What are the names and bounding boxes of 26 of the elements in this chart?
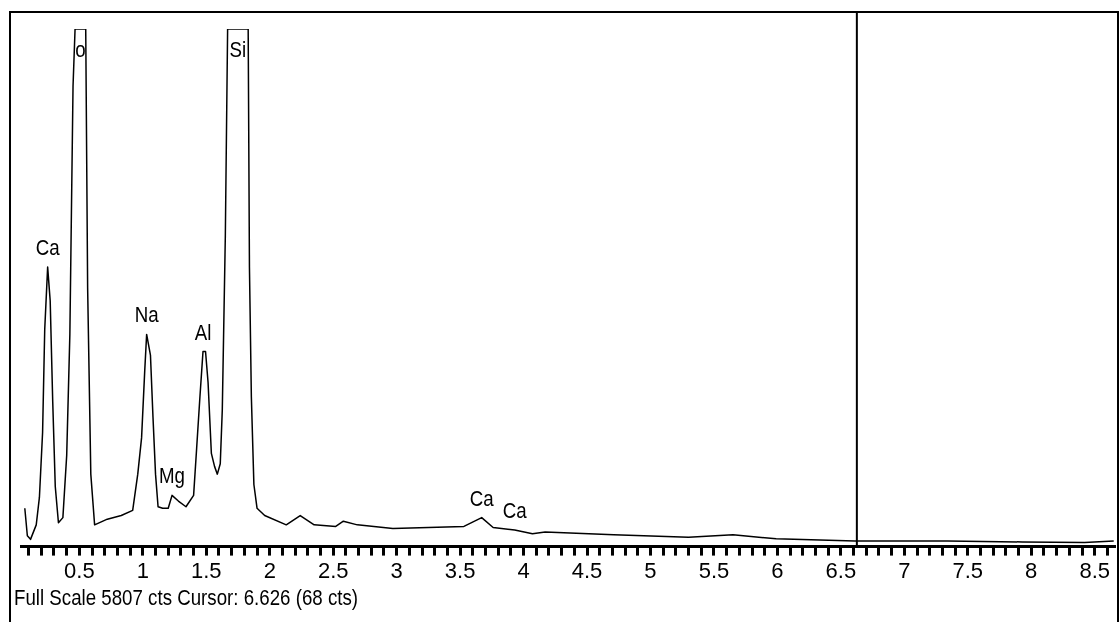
x-tick-label: 8.5 (1079, 557, 1110, 583)
x-tick-label: 7.5 (952, 557, 984, 583)
annotation: Al (194, 320, 212, 344)
x-tick-label: 5 (644, 557, 657, 583)
annotation: Si (229, 37, 247, 62)
annotation: o (75, 37, 86, 62)
x-tick-label: 3.5 (444, 557, 476, 583)
x-tick-label: 4.5 (571, 557, 603, 583)
x-tick-label: 8 (1025, 557, 1038, 583)
annotation: Ca (35, 235, 61, 260)
annotation: Na (134, 303, 160, 327)
annotation: Ca (502, 498, 528, 523)
annotation: Ca (469, 486, 495, 510)
annotation: Mg (159, 464, 186, 488)
x-tick-label: 1.5 (191, 557, 222, 583)
x-tick-label: 2 (263, 557, 276, 583)
x-tick-label: 3 (390, 557, 403, 583)
x-tick-label: 6 (771, 557, 784, 583)
x-tick-label: 1 (136, 557, 149, 583)
x-tick-label: 2.5 (317, 557, 349, 583)
x-tick-label: 6.5 (825, 557, 857, 583)
x-tick-label: 4 (517, 557, 530, 583)
text: Full Scale 5807 cts Cursor: 6.626 (68 cts) (14, 585, 359, 611)
x-tick-label: 5.5 (698, 557, 730, 583)
x-tick-label: 7 (898, 557, 911, 583)
x-tick-label: 0.5 (64, 557, 95, 583)
